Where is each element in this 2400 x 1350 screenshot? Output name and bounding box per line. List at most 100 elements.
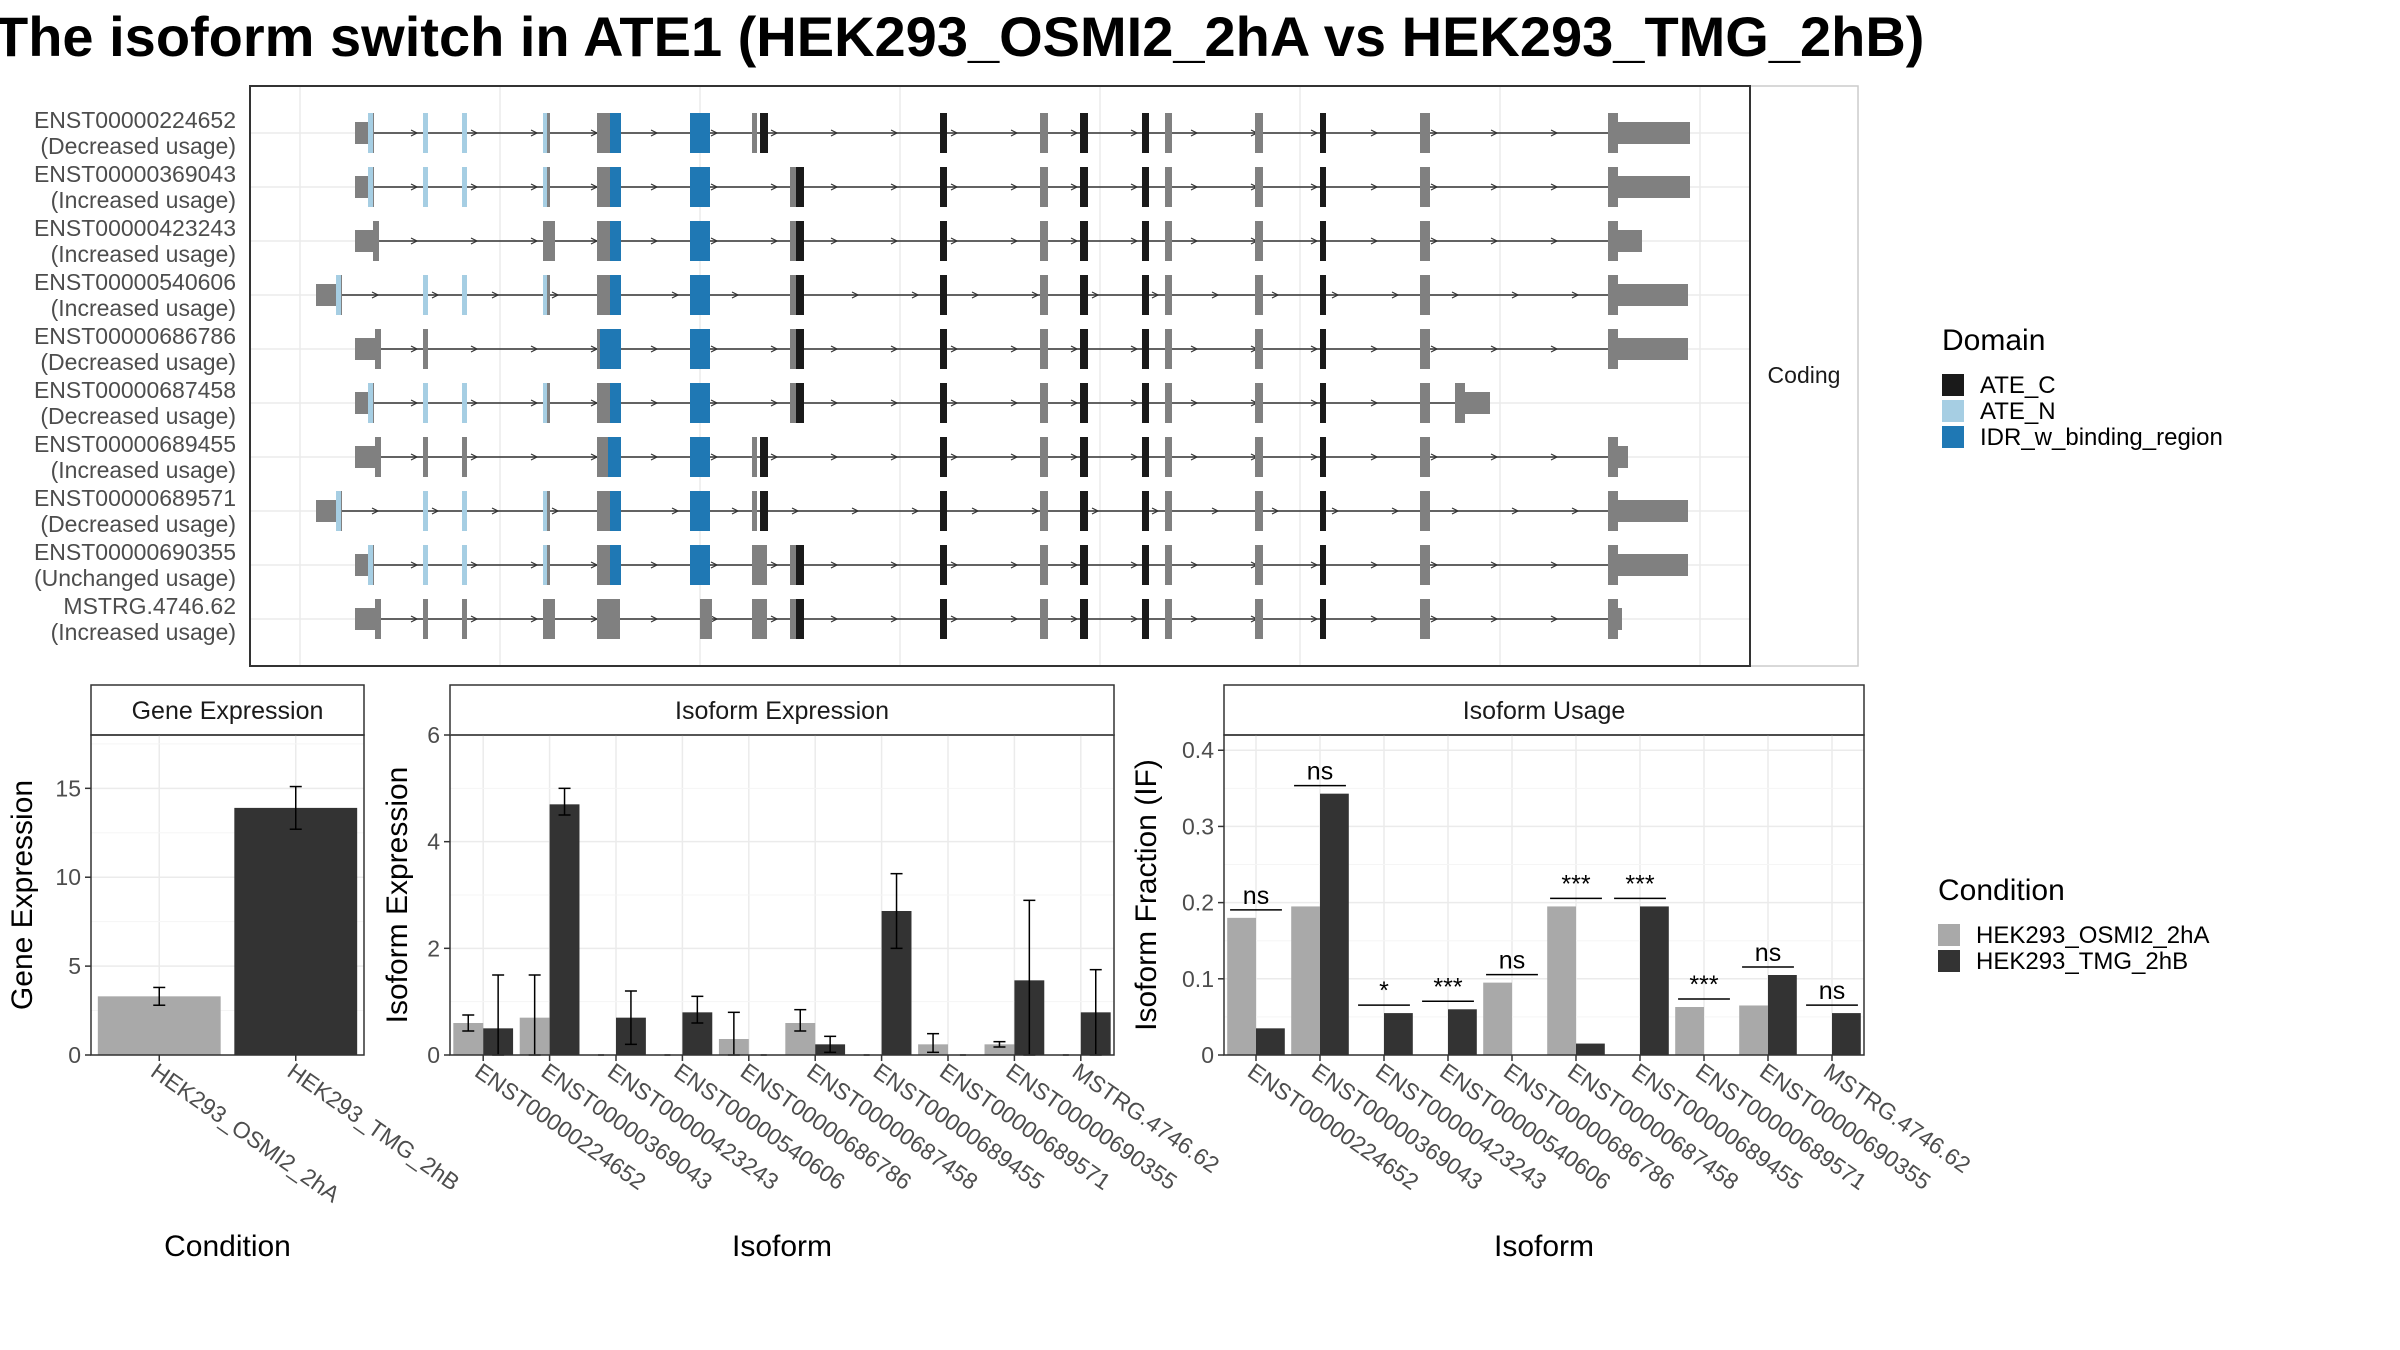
- plot-border: [449, 734, 1115, 1056]
- legend-swatch: [1942, 426, 1964, 448]
- coding-strip-label: Coding: [1768, 362, 1841, 388]
- transcript-id-label: MSTRG.4746.62: [63, 593, 236, 619]
- direction-arrow: [890, 237, 899, 245]
- transcript-usage-label: (Decreased usage): [40, 349, 236, 375]
- direction-arrow: [1130, 561, 1139, 569]
- utr-exon: [355, 338, 375, 360]
- direction-arrow: [1010, 183, 1019, 191]
- ate-c-domain: [1142, 437, 1149, 477]
- direction-arrow: [1451, 507, 1460, 515]
- coding-exon: [1608, 437, 1618, 477]
- ate-n-domain: [423, 275, 428, 315]
- direction-arrow: [950, 453, 959, 461]
- direction-arrow: [1310, 183, 1319, 191]
- ate-c-domain: [1142, 167, 1149, 207]
- coding-exon: [1165, 491, 1172, 531]
- bar: [1320, 793, 1349, 1055]
- coding-exon: [1165, 113, 1172, 153]
- direction-arrow: [830, 183, 839, 191]
- coding-exon: [790, 167, 796, 207]
- direction-arrow: [830, 129, 839, 137]
- coding-exon: [1608, 167, 1618, 207]
- ate-c-domain: [1080, 491, 1088, 531]
- direction-arrow: [470, 129, 479, 137]
- ate-n-domain: [368, 167, 373, 207]
- direction-arrow: [830, 399, 839, 407]
- direction-arrow: [470, 561, 479, 569]
- idr-domain: [610, 221, 621, 261]
- coding-exon: [1040, 329, 1048, 369]
- coding-exon: [1165, 599, 1172, 639]
- direction-arrow: [410, 345, 419, 353]
- ate-c-domain: [796, 599, 804, 639]
- significance-label: ns: [1819, 977, 1845, 1005]
- ate-c-domain: [796, 383, 804, 423]
- direction-arrow: [1451, 291, 1460, 299]
- significance-label: ns: [1755, 939, 1781, 967]
- utr-exon: [316, 284, 336, 306]
- direction-arrow: [650, 615, 659, 623]
- ate-c-domain: [1080, 437, 1088, 477]
- direction-arrow: [530, 399, 539, 407]
- coding-exon: [1040, 221, 1048, 261]
- direction-arrow: [851, 291, 860, 299]
- ate-c-domain: [1080, 113, 1088, 153]
- coding-exon: [1165, 167, 1172, 207]
- utr-exon: [355, 446, 375, 468]
- transcript-usage-label: (Increased usage): [51, 619, 236, 645]
- direction-arrow: [1010, 453, 1019, 461]
- direction-arrow: [710, 453, 719, 461]
- coding-exon: [1420, 113, 1430, 153]
- coding-exon: [1255, 383, 1263, 423]
- direction-arrow: [770, 615, 779, 623]
- coding-exon: [1420, 329, 1430, 369]
- direction-arrow: [1190, 237, 1199, 245]
- ate-n-domain: [462, 167, 467, 207]
- idr-domain: [690, 383, 710, 423]
- direction-arrow: [1130, 615, 1139, 623]
- ate-n-domain: [543, 275, 547, 315]
- transcript-row: ENST00000689455(Increased usage): [34, 431, 1750, 483]
- idr-domain: [690, 113, 710, 153]
- ate-n-domain: [462, 545, 467, 585]
- ate-n-domain: [462, 491, 467, 531]
- transcript-row: ENST00000687458(Decreased usage): [34, 377, 1750, 429]
- coding-exon: [1608, 275, 1618, 315]
- ate-n-domain: [462, 275, 467, 315]
- ate-c-domain: [1142, 599, 1149, 639]
- idr-domain: [690, 545, 710, 585]
- direction-arrow: [1190, 615, 1199, 623]
- direction-arrow: [710, 237, 719, 245]
- ate-c-domain: [1080, 275, 1088, 315]
- direction-arrow: [530, 237, 539, 245]
- direction-arrow: [1010, 345, 1019, 353]
- direction-arrow: [1490, 561, 1499, 569]
- direction-arrow: [1490, 615, 1499, 623]
- ate-c-domain: [940, 491, 947, 531]
- bar: [1832, 1013, 1861, 1055]
- direction-arrow: [1430, 183, 1439, 191]
- idr-domain: [610, 167, 621, 207]
- ate-n-domain: [368, 383, 373, 423]
- coding-exon: [597, 545, 612, 585]
- ate-n-domain: [423, 491, 428, 531]
- y-tick-label: 0: [68, 1042, 81, 1068]
- utr-exon: [1618, 284, 1688, 306]
- direction-arrow: [1550, 183, 1559, 191]
- ate-n-domain: [368, 113, 373, 153]
- coding-exon: [752, 599, 767, 639]
- coding-exon: [1608, 545, 1618, 585]
- y-tick-label: 0.1: [1182, 966, 1214, 992]
- coding-exon: [1040, 167, 1048, 207]
- idr-domain: [690, 491, 710, 531]
- transcript-id-label: ENST00000687458: [34, 377, 236, 403]
- ate-n-domain: [368, 545, 373, 585]
- direction-arrow: [1490, 345, 1499, 353]
- coding-exon: [375, 599, 381, 639]
- transcript-usage-label: (Increased usage): [51, 241, 236, 267]
- significance-label: ns: [1307, 758, 1333, 786]
- ate-c-domain: [796, 275, 804, 315]
- facet-strip-title: Isoform Expression: [675, 697, 889, 725]
- bar: [1739, 1005, 1768, 1055]
